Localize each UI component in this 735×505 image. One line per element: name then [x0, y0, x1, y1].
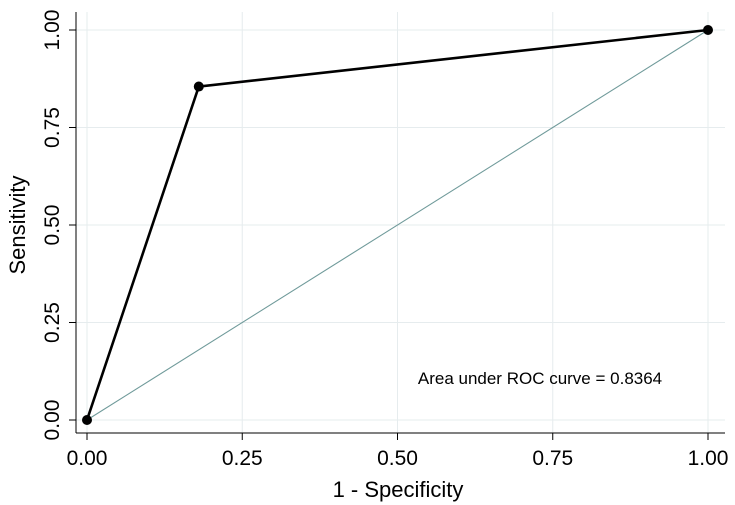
x-tick-label: 0.75 [532, 447, 573, 470]
x-axis-label: 1 - Specificity [333, 477, 464, 502]
x-tick-label: 1.00 [688, 447, 729, 470]
y-tick-label: 0.25 [41, 302, 64, 343]
auc-annotation: Area under ROC curve = 0.8364 [418, 369, 662, 388]
x-tick-label: 0.00 [67, 447, 108, 470]
series-layer [82, 25, 713, 425]
roc-point-marker [82, 415, 92, 425]
y-tick-label: 1.00 [41, 10, 64, 51]
roc-point-marker [703, 25, 713, 35]
y-axis-label: Sensitivity [5, 175, 30, 274]
y-tick-label: 0.75 [41, 107, 64, 148]
roc-point-marker [193, 81, 204, 92]
x-tick-label: 0.25 [222, 447, 263, 470]
x-tick-label: 0.50 [377, 447, 418, 470]
ticks-layer: 0.00 0.25 0.50 0.75 1.00 0.00 0.25 0.50 0.75 1.00 [41, 10, 728, 470]
reference-diagonal-line [86, 29, 709, 421]
axes-layer [75, 12, 725, 434]
y-tick-label: 0.00 [41, 400, 64, 441]
y-tick-label: 0.50 [41, 205, 64, 246]
